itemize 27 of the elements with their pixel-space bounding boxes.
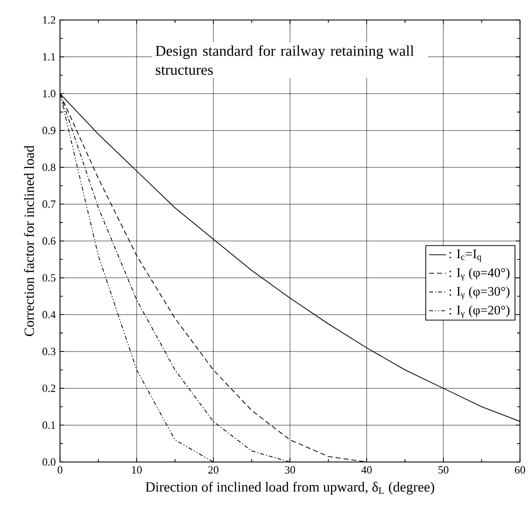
y-tick-label: 0.7 xyxy=(42,200,56,208)
y-tick-label: 0.6 xyxy=(42,237,56,245)
annotation: Design standard for railway retaining wall structures xyxy=(156,45,414,75)
legend-label: : I$_{γ}$ (φ=40°) xyxy=(450,268,510,281)
x-tick-label: 10 xyxy=(132,466,142,474)
y-tick-label: 0.8 xyxy=(42,164,56,172)
legend-label: : I$_{c}$=I$_{q}$ xyxy=(450,250,482,262)
y-tick-label: 1.1 xyxy=(43,53,56,61)
y-tick-label: 0.2 xyxy=(42,384,56,392)
x-tick-label: 30 xyxy=(285,466,296,474)
legend-label: : I$_{γ}$ (φ=30°) xyxy=(450,286,510,300)
y-tick-label: 0.5 xyxy=(42,274,56,282)
y-tick-label: 1.2 xyxy=(43,16,56,24)
x-tick-label: 40 xyxy=(361,466,372,474)
y-tick-label: 0.0 xyxy=(42,458,56,466)
y-tick-label: 0.3 xyxy=(42,348,56,356)
y-tick-label: 0.9 xyxy=(42,126,56,134)
x-tick-label: 60 xyxy=(514,466,526,474)
y-axis-title: Correction factor for inclined load xyxy=(24,145,34,336)
x-tick-label: 20 xyxy=(208,466,218,474)
x-tick-label: 0 xyxy=(58,466,62,474)
y-tick-label: 0.1 xyxy=(42,421,56,429)
legend-label: : I$_{γ}$ (φ=20°) xyxy=(450,305,510,318)
x-axis-title: Direction of inclined load from upward, δ$_{L}$ (degree) xyxy=(146,482,434,495)
y-tick-label: 0.4 xyxy=(42,310,56,318)
x-tick-label: 50 xyxy=(438,466,448,474)
y-tick-label: 1.0 xyxy=(43,90,56,98)
